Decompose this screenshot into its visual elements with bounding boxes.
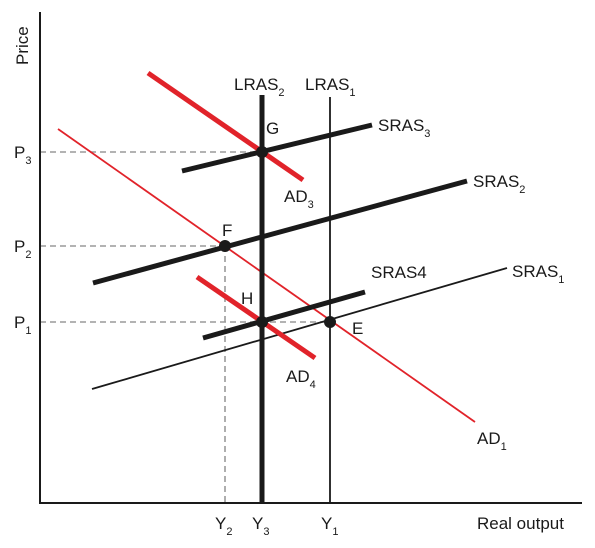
ad3-curve xyxy=(146,70,305,183)
sras1-curve xyxy=(91,267,508,390)
output-label-y2: Y2 xyxy=(215,514,232,538)
sras3-curve xyxy=(181,122,373,174)
point-h-dot xyxy=(256,316,268,328)
ad4-curve xyxy=(195,274,317,361)
sras3-label: SRAS3 xyxy=(378,116,430,140)
output-label-y3: Y3 xyxy=(252,514,269,538)
sras1-label: SRAS1 xyxy=(512,262,564,286)
x-axis-label: Real output xyxy=(477,514,564,533)
lras2-label: LRAS2 xyxy=(234,75,285,99)
ad1-label: AD1 xyxy=(477,429,507,453)
point-h-label: H xyxy=(241,289,253,308)
point-f-dot xyxy=(219,240,231,252)
sras4-curve xyxy=(202,289,366,341)
price-label-p3: P3 xyxy=(14,143,31,167)
point-g-dot xyxy=(256,146,268,158)
guide-lines xyxy=(40,151,330,503)
ad4-label: AD4 xyxy=(286,367,316,391)
point-e-dot xyxy=(324,316,336,328)
lras1-label: LRAS1 xyxy=(305,75,356,99)
sras2-label: SRAS2 xyxy=(473,172,525,196)
point-f-label: F xyxy=(222,221,232,240)
axes xyxy=(39,12,582,504)
ad1-curve xyxy=(57,128,476,423)
output-label-y1: Y1 xyxy=(321,514,338,538)
y-axis-label: Price xyxy=(13,26,32,65)
price-label-p1: P1 xyxy=(14,313,31,337)
price-label-p2: P2 xyxy=(14,237,31,261)
point-g-label: G xyxy=(266,119,279,138)
sras2-curve xyxy=(92,178,468,286)
sras4-label: SRAS4 xyxy=(371,263,427,282)
point-e-label: E xyxy=(352,319,363,338)
ad3-label: AD3 xyxy=(284,187,314,211)
